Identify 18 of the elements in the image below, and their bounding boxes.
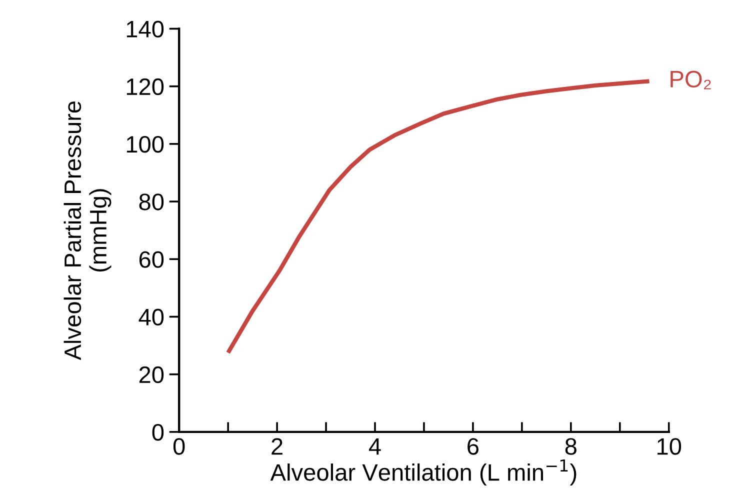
series-label: PO₂ xyxy=(670,70,711,90)
y-tick-label: 20 xyxy=(139,366,164,384)
y-tick-label: 120 xyxy=(126,78,164,96)
x-tick-label: 4 xyxy=(368,438,381,455)
y-tick-label: 100 xyxy=(126,136,164,153)
x-tick-label: 10 xyxy=(658,438,682,455)
line-series xyxy=(226,79,652,355)
x-tick-label: 8 xyxy=(565,438,576,455)
y-tick-label: 0 xyxy=(152,424,164,441)
x-tick-label: 2 xyxy=(272,438,282,455)
x-tick-label: 6 xyxy=(468,438,478,455)
x-axis-title: Alveolar Ventilation (L min$^{−1}$) xyxy=(270,459,576,486)
y-tick-label: 80 xyxy=(139,194,164,210)
y-tick-label: 60 xyxy=(139,251,164,268)
x-tick-label: 0 xyxy=(173,438,185,455)
y-tick-label: 140 xyxy=(126,20,164,38)
y-axis-title: Alveolar Partial Pressure (mmHg) xyxy=(64,101,112,360)
y-tick-label: 40 xyxy=(138,308,164,326)
